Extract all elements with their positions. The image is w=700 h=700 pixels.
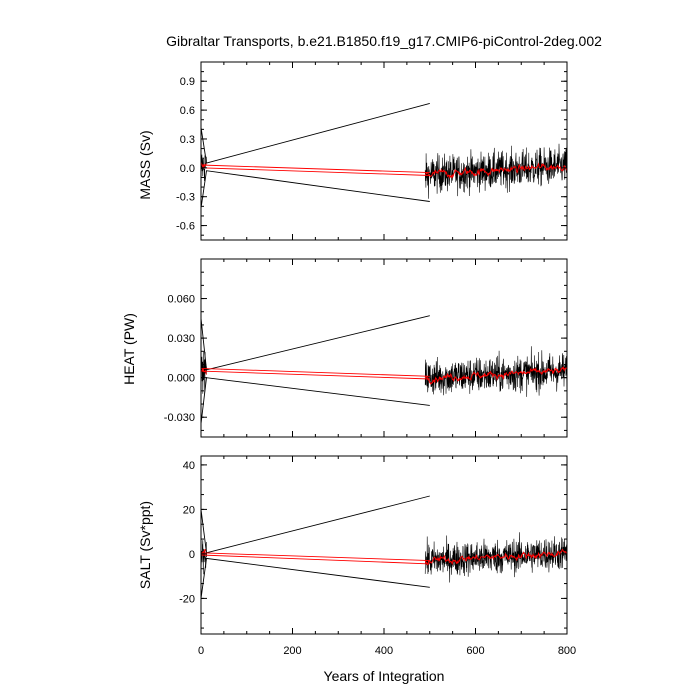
x-tick-label: 200 bbox=[283, 645, 301, 657]
mass-ylabel: MASS (Sv) bbox=[137, 130, 153, 199]
y-tick-label: 0 bbox=[189, 549, 195, 561]
x-tick-label: 800 bbox=[558, 645, 576, 657]
y-tick-label: 0.060 bbox=[167, 294, 195, 306]
salt-ylabel: SALT (Sv*ppt) bbox=[137, 501, 153, 589]
y-tick-label: 20 bbox=[183, 504, 195, 516]
envelope-line-upper bbox=[201, 315, 430, 371]
y-tick-label: -0.6 bbox=[176, 221, 195, 233]
y-tick-label: 0.3 bbox=[180, 134, 195, 146]
mass-panel: MASS (Sv) 0.9 0.6 0.3 0.0 -0.3 -0.6 bbox=[137, 61, 568, 241]
trend-line-0 bbox=[201, 367, 430, 377]
chart-title: Gibraltar Transports, b.e21.B1850.f19_g1… bbox=[166, 33, 602, 49]
trend-line-1 bbox=[201, 370, 430, 380]
y-tick-label: 0.030 bbox=[167, 333, 195, 345]
y-tick-label: 0.000 bbox=[167, 373, 195, 385]
x-axis-label: Years of Integration bbox=[324, 668, 445, 684]
y-tick-label: -20 bbox=[179, 593, 195, 605]
plot-area bbox=[201, 495, 567, 599]
running-mean-line bbox=[201, 368, 207, 375]
trend-line-1 bbox=[201, 554, 430, 565]
heat-ylabel: HEAT (PW) bbox=[121, 313, 137, 385]
y-tick-label: -0.030 bbox=[164, 412, 195, 424]
running-mean-line bbox=[424, 548, 567, 566]
envelope-line-upper bbox=[201, 102, 430, 164]
envelope-line-upper bbox=[201, 495, 430, 554]
running-mean-line bbox=[424, 366, 567, 385]
heat-panel: HEAT (PW) 0.060 0.030 0.000 -0.030 bbox=[121, 258, 568, 438]
running-mean-line bbox=[425, 162, 567, 179]
y-tick-label: 0.9 bbox=[180, 76, 195, 88]
envelope-line-lower bbox=[201, 170, 430, 209]
y-tick-label: 0.6 bbox=[180, 105, 195, 117]
y-tick-label: -0.3 bbox=[176, 192, 195, 204]
trend-line-0 bbox=[201, 164, 430, 174]
series-line bbox=[201, 143, 567, 199]
envelope-line-lower bbox=[201, 377, 430, 424]
trend-line-0 bbox=[201, 552, 430, 562]
y-tick-label: 40 bbox=[183, 460, 195, 472]
plot-area bbox=[201, 315, 567, 424]
plot-frame bbox=[200, 61, 568, 241]
plot-area bbox=[201, 102, 567, 209]
x-tick-label: 600 bbox=[466, 645, 484, 657]
x-tick-label: 0 bbox=[198, 645, 204, 657]
y-tick-label: 0.0 bbox=[180, 163, 195, 175]
trend-line-1 bbox=[201, 167, 430, 176]
plot-frame bbox=[200, 258, 568, 438]
x-tick-label: 400 bbox=[375, 645, 393, 657]
envelope-line-lower bbox=[201, 557, 430, 599]
